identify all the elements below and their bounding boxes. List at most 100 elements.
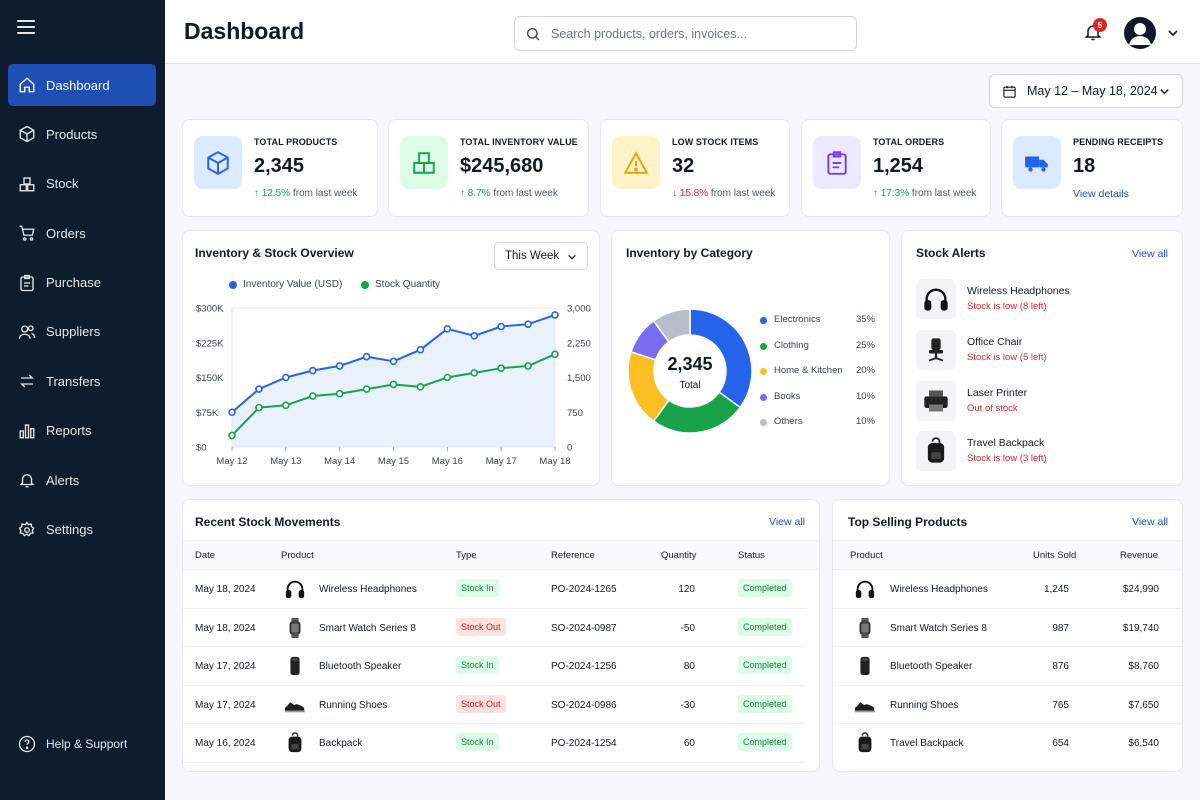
table-row[interactable]: Bluetooth Speaker 876 $8,760 <box>833 647 1182 686</box>
kpi-card-pending-receipts: PENDING RECEIPTS 18 View details <box>1001 119 1183 217</box>
sidebar: Dashboard Products Stock Orders Purchase… <box>0 0 165 800</box>
view-all-link[interactable]: View all <box>769 516 805 528</box>
arrow-down-icon: ↓ <box>672 188 680 199</box>
alert-product-name: Travel Backpack <box>967 437 1045 449</box>
sidebar-item-dashboard[interactable]: Dashboard <box>8 64 156 106</box>
sidebar-item-suppliers[interactable]: Suppliers <box>8 311 156 353</box>
cell-quantity: 120 <box>678 584 695 595</box>
data-point <box>470 331 479 340</box>
legend-label: Inventory Value (USD) <box>243 279 343 290</box>
table-row[interactable]: May 18, 2024 Wireless Headphones Stock I… <box>183 570 805 609</box>
chevron-down-icon[interactable] <box>1167 27 1179 39</box>
legend-swatch <box>760 419 767 427</box>
legend-item-inventory-value: Inventory Value (USD) <box>229 279 342 290</box>
view-details-link[interactable]: View details <box>1073 188 1129 200</box>
sidebar-item-label: Settings <box>46 522 93 538</box>
cell-product: Bluetooth Speaker <box>319 661 402 672</box>
legend-item-stock-quantity: Stock Quantity <box>361 279 440 290</box>
cell-reference: PO-2024-1256 <box>551 661 617 672</box>
table-row[interactable]: Wireless Headphones 1,245 $24,990 <box>833 570 1182 609</box>
status-badge: Completed <box>738 694 792 713</box>
card-title: Recent Stock Movements <box>195 515 341 529</box>
home-icon <box>19 77 35 93</box>
sidebar-item-alerts[interactable]: Alerts <box>8 459 156 501</box>
search-box[interactable] <box>514 16 857 51</box>
watch-icon <box>854 617 876 639</box>
sidebar-item-products[interactable]: Products <box>8 113 156 155</box>
table-row[interactable]: May 18, 2024 Smart Watch Series 8 Stock … <box>183 609 805 647</box>
data-point <box>443 373 452 382</box>
chevron-down-icon <box>568 254 576 260</box>
table-row[interactable]: May 16, 2024 Backpack Stock In PO-2024-1… <box>183 724 805 763</box>
kpi-delta-text: from last week <box>911 188 977 199</box>
sidebar-item-purchase[interactable]: Purchase <box>8 262 156 304</box>
sidebar-item-settings[interactable]: Settings <box>8 509 156 551</box>
data-point <box>389 380 398 389</box>
column-header: Revenue <box>1120 550 1159 561</box>
search-input[interactable] <box>551 26 831 41</box>
data-point <box>308 392 317 400</box>
view-all-link[interactable]: View all <box>1132 248 1168 260</box>
donut-slice-electronics <box>689 308 753 409</box>
view-all-link[interactable]: View all <box>1132 516 1168 528</box>
table-row[interactable]: Smart Watch Series 8 987 $19,740 <box>833 609 1182 647</box>
x-tick-label: May 12 <box>216 456 247 467</box>
legend-swatch <box>760 368 767 376</box>
menu-icon[interactable] <box>17 20 35 34</box>
sidebar-item-transfers[interactable]: Transfers <box>8 360 156 402</box>
cell-units-sold: 765 <box>1052 699 1069 711</box>
sidebar-item-reports[interactable]: Reports <box>8 410 156 452</box>
period-select[interactable]: This Week <box>494 242 588 270</box>
kpi-delta-text: from last week <box>493 188 558 199</box>
status-badge: Completed <box>738 656 792 674</box>
cell-product: Bluetooth Speaker <box>890 661 973 672</box>
date-range-picker[interactable]: May 12 – May 18, 2024 <box>989 74 1183 108</box>
alert-item[interactable]: Laser Printer Out of stock <box>916 381 1166 423</box>
type-badge: Stock In <box>456 656 499 674</box>
data-point <box>497 364 505 373</box>
sidebar-item-label: Stock <box>46 176 79 192</box>
period-select-value: This Week <box>505 250 560 262</box>
cell-date: May 17, 2024 <box>195 661 256 672</box>
sidebar-item-label: Reports <box>46 423 92 439</box>
alert-item[interactable]: Office Chair Stock is low (5 left) <box>916 330 1166 372</box>
sidebar-item-stock[interactable]: Stock <box>8 163 156 205</box>
kpi-value: 2,345 <box>254 155 305 177</box>
column-header: Date <box>195 550 216 561</box>
category-legend-item: Books 10% <box>760 391 875 405</box>
y-left-tick-label: $75K <box>196 408 219 419</box>
recent-stock-movements-card: Recent Stock Movements View all Date Pro… <box>182 499 820 772</box>
column-header: Type <box>456 550 477 561</box>
kpi-label: PENDING RECEIPTS <box>1073 137 1164 147</box>
alert-item[interactable]: Travel Backpack Stock is low (3 left) <box>916 431 1166 473</box>
headphones-icon <box>854 578 876 600</box>
table-row[interactable]: Travel Backpack 654 $6,540 <box>833 724 1182 763</box>
page-title: Dashboard <box>184 18 305 44</box>
column-header: Units Sold <box>1033 550 1077 561</box>
table-row[interactable]: Running Shoes 765 $7,650 <box>833 686 1182 724</box>
alert-thumb <box>916 330 956 370</box>
table-row[interactable]: May 17, 2024 Bluetooth Speaker Stock In … <box>183 647 805 686</box>
sidebar-nav: Dashboard Products Stock Orders Purchase… <box>8 64 156 558</box>
alert-status: Out of stock <box>967 403 1018 414</box>
legend-swatch <box>229 280 237 289</box>
inventory-by-category-card: Inventory by Category 2,345 Total Electr… <box>611 230 890 486</box>
avatar[interactable] <box>1124 17 1156 49</box>
data-point <box>443 325 452 333</box>
data-point <box>282 401 290 410</box>
alert-item[interactable]: Wireless Headphones Stock is low (8 left… <box>916 279 1166 321</box>
cell-revenue: $6,540 <box>1128 738 1159 749</box>
cell-quantity: -50 <box>680 622 695 634</box>
alert-status: Stock is low (5 left) <box>967 352 1047 363</box>
y-left-tick-label: $300K <box>196 304 224 315</box>
speaker-icon <box>854 655 876 677</box>
cell-revenue: $24,990 <box>1122 584 1159 595</box>
kpi-value: 1,254 <box>873 155 924 177</box>
data-point <box>228 431 236 440</box>
table-row[interactable]: May 17, 2024 Running Shoes Stock Out SO-… <box>183 686 805 724</box>
help-support-link[interactable]: Help & Support <box>18 735 127 753</box>
sidebar-item-orders[interactable]: Orders <box>8 212 156 254</box>
kpi-card-inventory-value: TOTAL INVENTORY VALUE $245,680 ↑ 8.7% fr… <box>388 119 589 217</box>
sidebar-item-label: Transfers <box>46 373 101 389</box>
chair-icon <box>928 338 944 362</box>
